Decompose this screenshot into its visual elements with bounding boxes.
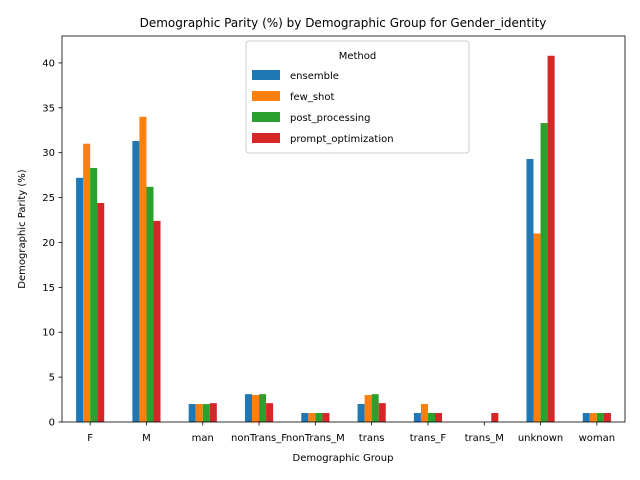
- bar-prompt_optimization-unknown: [547, 55, 555, 422]
- y-tick-label: 40: [42, 58, 55, 69]
- bar-ensemble-M: [132, 141, 140, 422]
- legend-label-prompt_optimization: prompt_optimization: [290, 134, 394, 145]
- bar-post_processing-M: [146, 186, 154, 422]
- legend-title: Method: [339, 51, 377, 62]
- bar-few_shot-unknown: [533, 233, 541, 422]
- legend-swatch-post_processing: [252, 112, 280, 122]
- x-tick-label: man: [192, 433, 214, 444]
- bar-few_shot-nonTrans_M: [308, 413, 316, 422]
- bar-ensemble-woman: [582, 413, 590, 422]
- bar-ensemble-trans: [357, 404, 365, 422]
- bar-prompt_optimization-trans: [378, 403, 386, 422]
- bar-few_shot-trans: [364, 395, 372, 422]
- x-tick-label: trans: [359, 433, 385, 444]
- legend-swatch-few_shot: [252, 91, 280, 101]
- legend-label-ensemble: ensemble: [290, 71, 339, 82]
- y-tick-label: 30: [42, 148, 55, 159]
- bar-post_processing-nonTrans_M: [315, 413, 323, 422]
- bar-few_shot-nonTrans_F: [252, 395, 260, 422]
- x-tick-label: nonTrans_M: [286, 433, 345, 444]
- bars-group: [76, 55, 611, 423]
- bar-ensemble-trans_F: [413, 413, 421, 422]
- bar-prompt_optimization-nonTrans_F: [266, 403, 274, 422]
- bar-prompt_optimization-trans_M: [491, 413, 499, 422]
- bar-ensemble-man: [188, 404, 196, 422]
- bar-post_processing-woman: [596, 413, 604, 422]
- y-axis: 0 5 10 15 20 25 30 35 40: [42, 58, 62, 429]
- legend-label-post_processing: post_processing: [290, 113, 371, 124]
- y-tick-label: 5: [49, 373, 55, 384]
- x-axis-label: Demographic Group: [293, 453, 394, 464]
- x-tick-label: M: [142, 433, 151, 444]
- legend-swatch-prompt_optimization: [252, 133, 280, 143]
- bar-ensemble-nonTrans_F: [244, 394, 253, 422]
- legend-label-few_shot: few_shot: [290, 92, 335, 103]
- legend-box: [245, 40, 470, 154]
- x-tick-label: woman: [579, 433, 616, 444]
- bar-prompt_optimization-man: [209, 403, 217, 422]
- bar-post_processing-nonTrans_F: [259, 394, 267, 422]
- bar-ensemble-F: [76, 177, 84, 422]
- bar-prompt_optimization-trans_F: [434, 413, 443, 422]
- y-tick-label: 20: [42, 238, 55, 249]
- y-tick-label: 10: [42, 328, 55, 339]
- bar-few_shot-woman: [589, 413, 597, 422]
- x-tick-label: trans_M: [465, 433, 504, 444]
- bar-prompt_optimization-nonTrans_M: [322, 413, 330, 422]
- bar-prompt_optimization-F: [97, 202, 105, 422]
- plot-frame: [61, 35, 626, 423]
- x-tick-label: nonTrans_F: [231, 433, 287, 444]
- legend-swatch-ensemble: [252, 70, 280, 80]
- y-tick-label: 25: [42, 193, 55, 204]
- y-tick-label: 35: [42, 103, 55, 114]
- bar-prompt_optimization-M: [153, 220, 161, 422]
- bar-post_processing-trans: [371, 394, 379, 422]
- bar-few_shot-trans_F: [420, 404, 428, 422]
- y-axis-label: Demographic Parity (%): [17, 169, 28, 288]
- bar-post_processing-man: [202, 404, 210, 422]
- bar-post_processing-trans_F: [427, 413, 435, 422]
- bar-few_shot-man: [195, 404, 203, 422]
- bar-post_processing-unknown: [540, 123, 548, 422]
- y-tick-label: 0: [49, 418, 55, 429]
- chart-title: Demographic Parity (%) by Demographic Gr…: [140, 16, 547, 30]
- bar-post_processing-F: [90, 167, 98, 422]
- bar-few_shot-F: [83, 143, 91, 422]
- x-tick-label: unknown: [518, 433, 563, 444]
- bar-few_shot-M: [139, 116, 147, 422]
- y-tick-label: 15: [42, 283, 55, 294]
- bar-ensemble-unknown: [526, 158, 534, 423]
- bar-prompt_optimization-woman: [603, 413, 611, 422]
- bar-ensemble-nonTrans_M: [301, 413, 309, 422]
- x-tick-label: trans_F: [410, 433, 447, 444]
- x-tick-label: F: [87, 433, 93, 444]
